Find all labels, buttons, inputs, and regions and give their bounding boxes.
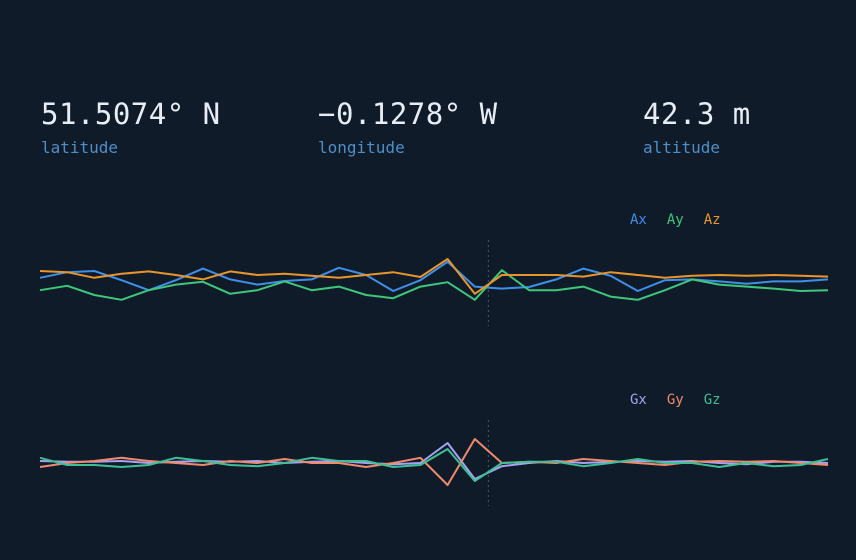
latitude-readout: 51.5074° N latitude [41, 96, 221, 157]
series-line-gy [39, 438, 829, 486]
gyroscope-chart [39, 420, 829, 506]
gyroscope-legend: Gx Gy Gz [630, 392, 721, 408]
altitude-value: 42.3 m [643, 97, 751, 131]
legend-item-ay: Ay [666, 212, 684, 228]
accelerometer-legend: Ax Ay Az [630, 212, 721, 228]
series-line-az [39, 258, 829, 295]
series-line-gz [39, 448, 829, 482]
longitude-readout: −0.1278° W longitude [318, 96, 498, 157]
latitude-value: 51.5074° N [41, 97, 221, 131]
altitude-readout: 42.3 m altitude [643, 96, 751, 157]
longitude-value: −0.1278° W [318, 97, 498, 131]
altitude-label: altitude [643, 138, 721, 157]
legend-item-gx: Gx [630, 392, 647, 408]
series-line-ay [39, 269, 829, 301]
legend-item-gy: Gy [666, 392, 684, 408]
longitude-label: longitude [318, 138, 405, 157]
accelerometer-chart [39, 240, 829, 326]
legend-item-gz: Gz [703, 392, 721, 408]
legend-item-ax: Ax [630, 212, 647, 228]
latitude-label: latitude [41, 138, 119, 157]
series-line-ax [39, 260, 829, 292]
legend-item-az: Az [703, 212, 721, 228]
